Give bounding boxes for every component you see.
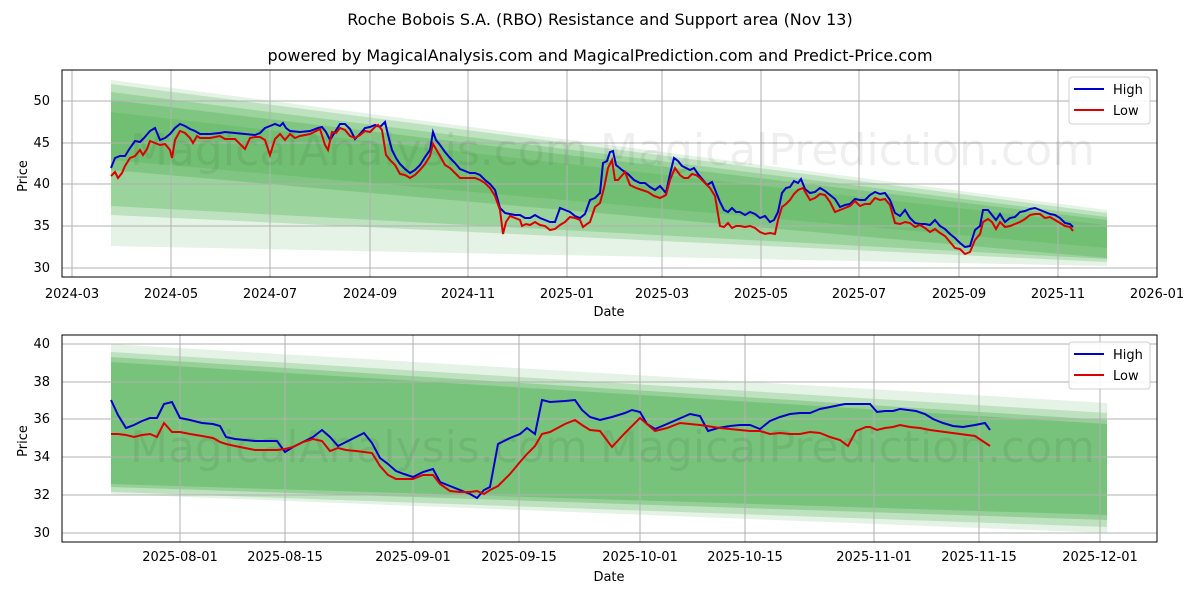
svg-text:2025-05: 2025-05 — [734, 287, 788, 302]
top-legend: High Low — [1068, 76, 1151, 125]
top-low-line — [110, 123, 1074, 256]
svg-text:2025-03: 2025-03 — [635, 287, 689, 302]
bottom-high-line — [110, 398, 991, 500]
legend-low: Low — [1113, 104, 1139, 119]
svg-text:2025-11-01: 2025-11-01 — [836, 550, 912, 565]
svg-text:2025-12-01: 2025-12-01 — [1062, 550, 1138, 565]
top-y-axis-label: Price — [16, 160, 31, 192]
bottom-low-line — [111, 416, 991, 496]
svg-text:2024-03: 2024-03 — [45, 287, 99, 302]
svg-text:50: 50 — [33, 94, 50, 109]
svg-text:2025-07: 2025-07 — [832, 287, 886, 302]
legend-high: High — [1113, 348, 1143, 363]
watermark: MagicalPrediction.com — [600, 125, 1095, 176]
svg-text:2025-10-01: 2025-10-01 — [602, 550, 678, 565]
svg-text:2024-07: 2024-07 — [243, 287, 297, 302]
top-grid — [62, 70, 1158, 277]
bottom-y-axis-label: Price — [16, 425, 31, 457]
bottom-grid — [62, 335, 1157, 542]
svg-text:2025-11-15: 2025-11-15 — [941, 550, 1017, 565]
svg-text:38: 38 — [33, 375, 50, 390]
top-axes-frame — [61, 69, 1158, 278]
top-x-ticks: 2024-03 2024-05 2024-07 2024-09 2024-11 … — [45, 287, 1184, 302]
svg-text:2025-09-15: 2025-09-15 — [481, 550, 557, 565]
svg-text:45: 45 — [33, 136, 50, 151]
watermark: MagicalPrediction.com — [600, 422, 1095, 473]
svg-text:30: 30 — [33, 261, 50, 276]
svg-text:2025-09: 2025-09 — [932, 287, 986, 302]
top-chart: MagicalAnalysis.com MagicalPrediction.co… — [16, 69, 1184, 320]
bottom-axes-frame — [61, 334, 1158, 543]
svg-text:2025-09-01: 2025-09-01 — [375, 550, 451, 565]
svg-text:2024-05: 2024-05 — [144, 287, 198, 302]
bottom-chart: MagicalAnalysis.com MagicalPrediction.co… — [16, 334, 1158, 585]
svg-text:40: 40 — [33, 177, 50, 192]
legend-high: High — [1113, 83, 1143, 98]
bottom-x-ticks: 2025-08-01 2025-08-15 2025-09-01 2025-09… — [142, 550, 1138, 565]
svg-text:35: 35 — [33, 219, 50, 234]
top-y-ticks: 30 35 40 45 50 — [33, 94, 50, 276]
legend-low: Low — [1113, 369, 1139, 384]
svg-text:36: 36 — [33, 412, 50, 427]
svg-text:2025-11: 2025-11 — [1031, 287, 1085, 302]
bottom-legend: High Low — [1068, 341, 1151, 390]
svg-text:32: 32 — [33, 488, 50, 503]
svg-text:30: 30 — [33, 526, 50, 541]
bottom-x-axis-label: Date — [593, 570, 624, 585]
svg-text:2024-09: 2024-09 — [343, 287, 397, 302]
bottom-support-resistance-bands — [111, 344, 1107, 533]
svg-text:2025-08-15: 2025-08-15 — [247, 550, 323, 565]
chart-subtitle: powered by MagicalAnalysis.com and Magic… — [267, 46, 933, 65]
top-x-axis-label: Date — [593, 305, 624, 320]
svg-text:34: 34 — [33, 450, 50, 465]
top-high-line — [110, 120, 1074, 249]
svg-text:2025-01: 2025-01 — [540, 287, 594, 302]
bottom-y-ticks: 30 32 34 36 38 40 — [33, 337, 50, 541]
svg-text:2024-11: 2024-11 — [441, 287, 495, 302]
watermark: MagicalAnalysis.com — [130, 422, 588, 473]
svg-text:2026-01: 2026-01 — [1130, 287, 1184, 302]
svg-text:2025-10-15: 2025-10-15 — [707, 550, 783, 565]
svg-text:2025-08-01: 2025-08-01 — [142, 550, 218, 565]
svg-text:40: 40 — [33, 337, 50, 352]
chart-title: Roche Bobois S.A. (RBO) Resistance and S… — [347, 10, 853, 29]
